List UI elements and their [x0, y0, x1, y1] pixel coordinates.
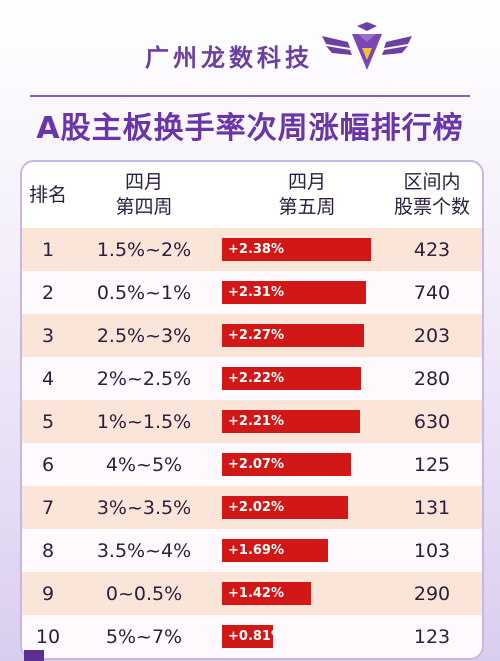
change-cell: +1.42%: [222, 572, 392, 615]
change-bar: [222, 496, 348, 519]
change-cell: +2.27%: [222, 314, 392, 357]
header: 广州龙数科技 A股主板换手率次周涨幅排行榜: [0, 0, 500, 162]
count-cell: 103: [413, 539, 451, 562]
header-week5-line2: 第五周: [278, 196, 336, 218]
header-rank-label: 排名: [28, 183, 67, 206]
brand-logo-icon: [322, 22, 412, 82]
change-bar: [222, 582, 311, 605]
change-bar: [222, 453, 351, 476]
table-row: 7 3%~3.5% +2.02% 131: [22, 486, 482, 529]
change-bar-label: +2.31%: [228, 285, 284, 300]
count-cell: 740: [413, 281, 451, 304]
table-row: 10 5%~7% +0.81% 123: [22, 615, 482, 658]
header-week4-line1: 四月: [124, 171, 163, 193]
footer-mark: [24, 650, 44, 661]
rank-cell: 4: [41, 367, 55, 390]
rank-cell: 7: [41, 496, 55, 519]
range-cell: 2%~2.5%: [96, 367, 192, 390]
change-bar-label: +0.81%: [228, 629, 284, 644]
table-row: 1 1.5%~2% +2.38% 423: [22, 228, 482, 271]
table-row: 4 2%~2.5% +2.22% 280: [22, 357, 482, 400]
range-cell: 4%~5%: [105, 453, 183, 476]
change-bar: [222, 539, 328, 562]
change-cell: +2.38%: [222, 228, 392, 271]
table-row: 8 3.5%~4% +1.69% 103: [22, 529, 482, 572]
change-cell: +1.69%: [222, 529, 392, 572]
change-bar-label: +1.69%: [228, 543, 284, 558]
count-cell: 280: [413, 367, 451, 390]
change-cell: +0.81%: [222, 615, 392, 658]
change-bar: [222, 625, 273, 648]
rank-cell: 9: [41, 582, 55, 605]
change-cell: +2.22%: [222, 357, 392, 400]
count-cell: 123: [413, 625, 451, 648]
count-cell: 630: [413, 410, 451, 433]
table-row: 3 2.5%~3% +2.27% 203: [22, 314, 482, 357]
count-cell: 423: [413, 238, 451, 261]
change-bar-label: +2.38%: [228, 242, 284, 257]
change-bar: [222, 324, 364, 347]
change-bar-label: +2.07%: [228, 457, 284, 472]
header-divider: [30, 95, 470, 97]
header-week4-line2: 第四周: [115, 196, 173, 218]
header-count-line2: 股票个数: [393, 196, 470, 218]
count-cell: 203: [413, 324, 451, 347]
header-count-line1: 区间内: [403, 171, 461, 193]
count-cell: 290: [413, 582, 451, 605]
change-bar-label: +2.21%: [228, 414, 284, 429]
table-row: 5 1%~1.5% +2.21% 630: [22, 400, 482, 443]
header-rank: 排名: [22, 162, 74, 228]
range-cell: 3%~3.5%: [96, 496, 192, 519]
header-week4: 四月 第四周: [74, 162, 214, 228]
change-bar-label: +1.42%: [228, 586, 284, 601]
rank-cell: 3: [41, 324, 55, 347]
change-bar-label: +2.27%: [228, 328, 284, 343]
company-name: 广州龙数科技: [145, 44, 313, 72]
table-row: 2 0.5%~1% +2.31% 740: [22, 271, 482, 314]
header-week5: 四月 第五周: [222, 162, 392, 228]
range-cell: 2.5%~3%: [96, 324, 192, 347]
header-count: 区间内 股票个数: [382, 162, 482, 228]
rank-cell: 10: [35, 625, 61, 648]
count-cell: 125: [413, 453, 451, 476]
change-cell: +2.02%: [222, 486, 392, 529]
range-cell: 1%~1.5%: [96, 410, 192, 433]
change-bar: [222, 238, 371, 261]
table-header: 排名 四月 第四周 四月 第五周 区间内 股票个数: [22, 162, 482, 228]
change-cell: +2.31%: [222, 271, 392, 314]
change-cell: +2.21%: [222, 400, 392, 443]
range-cell: 0~0.5%: [105, 582, 183, 605]
ranking-table: 排名 四月 第四周 四月 第五周 区间内 股票个数 1 1.5%~2% +2.38%…: [20, 160, 484, 660]
change-bar: [222, 410, 360, 433]
rank-cell: 1: [41, 238, 55, 261]
range-cell: 1.5%~2%: [96, 238, 192, 261]
table-row: 9 0~0.5% +1.42% 290: [22, 572, 482, 615]
count-cell: 131: [413, 496, 451, 519]
rank-cell: 6: [41, 453, 55, 476]
rank-cell: 5: [41, 410, 55, 433]
rank-cell: 2: [41, 281, 55, 304]
header-week5-line1: 四月: [287, 171, 326, 193]
change-bar-label: +2.22%: [228, 371, 284, 386]
range-cell: 5%~7%: [105, 625, 183, 648]
rank-cell: 8: [41, 539, 55, 562]
range-cell: 3.5%~4%: [96, 539, 192, 562]
range-cell: 0.5%~1%: [96, 281, 192, 304]
change-bar-label: +2.02%: [228, 500, 284, 515]
table-row: 6 4%~5% +2.07% 125: [22, 443, 482, 486]
page-title: A股主板换手率次周涨幅排行榜: [36, 111, 464, 146]
change-cell: +2.07%: [222, 443, 392, 486]
change-bar: [222, 367, 361, 390]
change-bar: [222, 281, 366, 304]
